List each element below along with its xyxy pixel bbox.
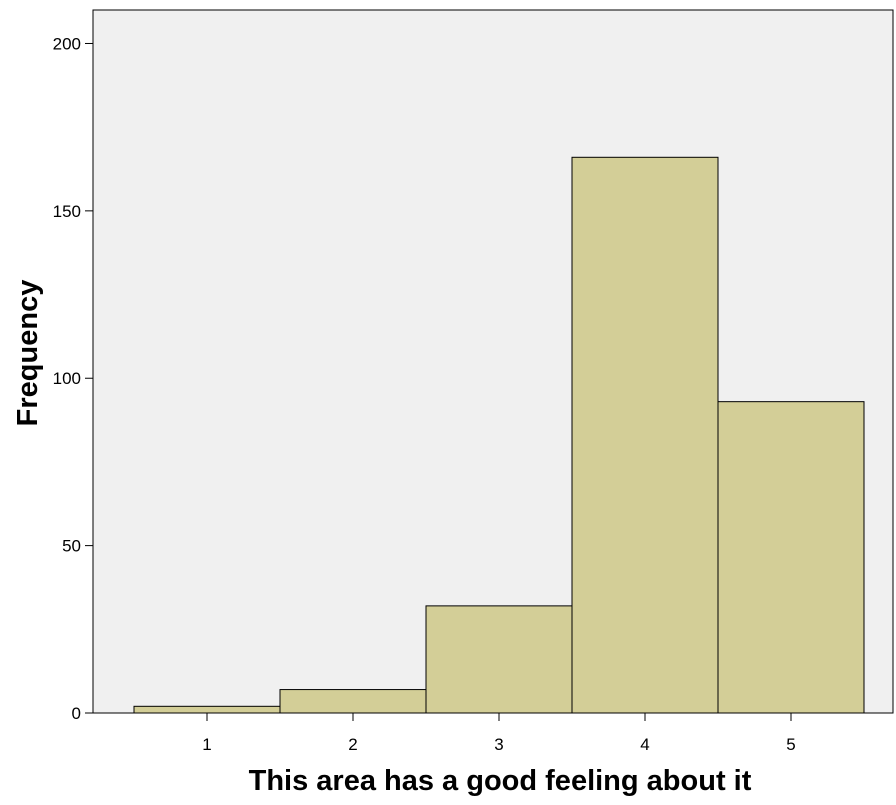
bars xyxy=(133,156,865,714)
x-tick-label: 4 xyxy=(640,735,649,754)
y-tick-label: 0 xyxy=(72,704,81,723)
histogram-bar xyxy=(425,605,573,714)
y-tick-label: 50 xyxy=(62,537,81,556)
x-tick-label: 3 xyxy=(494,735,503,754)
x-axis: 1 2 3 4 5 xyxy=(202,713,796,754)
x-tick-label: 1 xyxy=(202,735,211,754)
y-tick-label: 150 xyxy=(53,202,81,221)
y-tick-label: 200 xyxy=(53,34,81,53)
histogram-bar xyxy=(717,401,865,714)
y-axis: 0 50 100 150 200 xyxy=(53,34,93,723)
x-tick-label: 5 xyxy=(786,735,795,754)
histogram-bar xyxy=(571,156,719,714)
histogram-bar xyxy=(279,689,427,714)
histogram-bar xyxy=(133,705,281,714)
x-tick-label: 2 xyxy=(348,735,357,754)
x-axis-title: This area has a good feeling about it xyxy=(249,765,752,797)
y-axis-title: Frequency xyxy=(12,280,44,427)
y-tick-label: 100 xyxy=(53,369,81,388)
